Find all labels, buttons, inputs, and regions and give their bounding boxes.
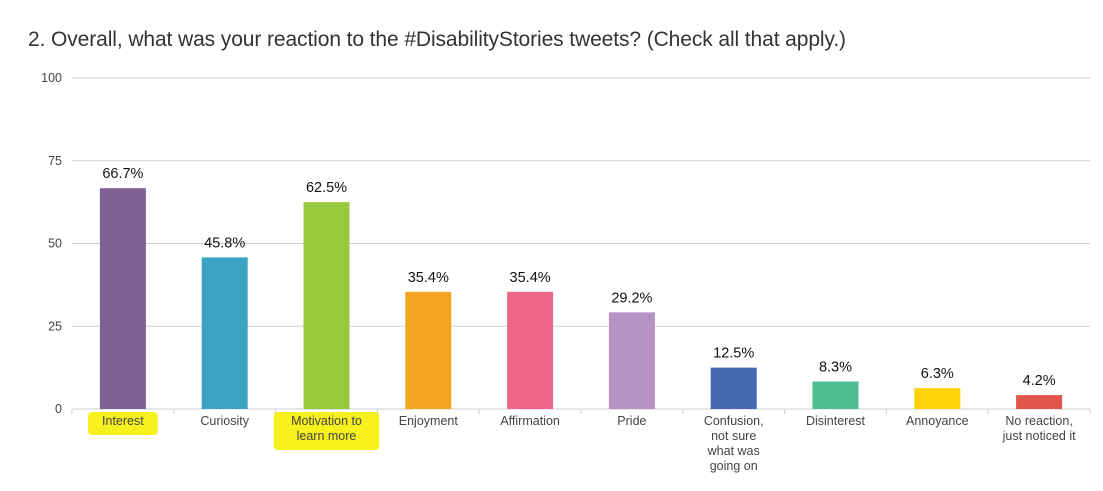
bar xyxy=(812,381,859,409)
bar xyxy=(608,312,655,409)
category-label: Pride xyxy=(617,414,646,428)
category-label: Enjoyment xyxy=(399,414,459,428)
bar-value-label: 35.4% xyxy=(510,270,551,286)
bar-value-label: 12.5% xyxy=(713,346,754,362)
category-label: Motivation to learn more xyxy=(291,414,362,443)
y-axis-ticks: 0 25 50 75 100 xyxy=(41,71,62,416)
value-labels: 66.7% 45.8% 62.5% 35.4% 35.4% 29.2% 12.5% 8.3% 6… xyxy=(102,166,1055,389)
y-tick-label: 50 xyxy=(48,237,62,251)
bars xyxy=(99,188,1063,409)
bar-value-label: 29.2% xyxy=(611,290,652,306)
category-label: Affirmation xyxy=(500,414,560,428)
bar-value-label: 62.5% xyxy=(306,180,347,196)
category-label: Annoyance xyxy=(906,414,969,428)
y-tick-label: 0 xyxy=(55,402,62,416)
bar-value-label: 6.3% xyxy=(921,366,954,382)
bar-value-label: 35.4% xyxy=(408,270,449,286)
bar-value-label: 8.3% xyxy=(819,360,852,376)
bar-value-label: 66.7% xyxy=(102,166,143,182)
bar xyxy=(99,188,146,409)
y-tick-label: 25 xyxy=(48,319,62,333)
category-label: Curiosity xyxy=(200,414,249,428)
category-label: Disinterest xyxy=(806,414,866,428)
label-highlights xyxy=(88,412,380,450)
bar-value-label: 4.2% xyxy=(1023,373,1056,389)
category-label: Interest xyxy=(102,414,144,428)
bar xyxy=(710,367,757,409)
bar xyxy=(405,291,452,409)
chart-title: 2. Overall, what was your reaction to th… xyxy=(28,28,846,51)
bar xyxy=(914,388,961,409)
label-highlight xyxy=(273,412,380,450)
bar xyxy=(1016,395,1063,409)
y-tick-label: 75 xyxy=(48,154,62,168)
bar xyxy=(303,202,350,409)
bar xyxy=(507,291,554,409)
category-labels: Interest Curiosity Motivation to learn more… xyxy=(102,414,1076,473)
bar xyxy=(201,257,248,409)
label-highlight xyxy=(88,412,158,435)
category-label: No reaction, just noticed it xyxy=(1002,414,1076,443)
y-tick-label: 100 xyxy=(41,71,62,85)
category-label: Confusion, not sure what was going on xyxy=(704,414,764,473)
bar-value-label: 45.8% xyxy=(204,235,245,251)
